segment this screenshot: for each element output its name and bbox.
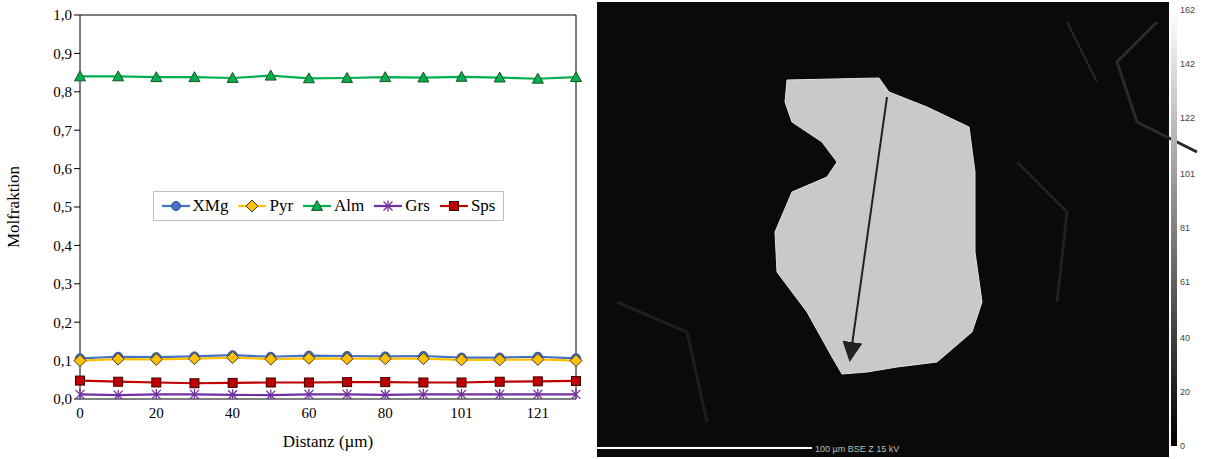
svg-text:Molfraktion: Molfraktion <box>4 165 23 248</box>
svg-text:0: 0 <box>1180 441 1185 451</box>
svg-text:40: 40 <box>225 405 240 421</box>
svg-text:0,5: 0,5 <box>53 199 72 215</box>
svg-text:40: 40 <box>1180 333 1190 343</box>
svg-text:101: 101 <box>1180 169 1195 179</box>
html-text:XMg: XMg <box>192 196 229 215</box>
svg-text:0,6: 0,6 <box>53 161 72 177</box>
svg-text:0,9: 0,9 <box>53 46 72 62</box>
svg-text:0,2: 0,2 <box>53 315 72 331</box>
svg-text:61: 61 <box>1180 277 1190 287</box>
svg-text:121: 121 <box>527 405 550 421</box>
svg-text:60: 60 <box>301 405 316 421</box>
html-text:Pyr: Pyr <box>269 196 294 215</box>
svg-text:0,7: 0,7 <box>53 123 72 139</box>
html-text:Alm: Alm <box>334 196 365 215</box>
svg-text:1,0: 1,0 <box>53 7 72 23</box>
svg-text:142: 142 <box>1180 59 1195 69</box>
svg-text:0,1: 0,1 <box>53 353 72 369</box>
svg-text:0,4: 0,4 <box>53 238 72 254</box>
html-text:Sps: Sps <box>470 196 496 215</box>
html-text:Grs: Grs <box>405 196 430 215</box>
svg-text:Distanz (µm): Distanz (µm) <box>283 432 374 451</box>
svg-text:122: 122 <box>1180 113 1195 123</box>
svg-text:81: 81 <box>1180 223 1190 233</box>
svg-text:20: 20 <box>149 405 164 421</box>
svg-text:0: 0 <box>76 405 84 421</box>
svg-text:101: 101 <box>450 405 473 421</box>
svg-text:0,3: 0,3 <box>53 276 72 292</box>
svg-text:162: 162 <box>1180 5 1195 15</box>
svg-text:0,8: 0,8 <box>53 84 72 100</box>
svg-text:20: 20 <box>1180 387 1190 397</box>
svg-text:80: 80 <box>378 405 393 421</box>
svg-text:0,0: 0,0 <box>53 391 72 407</box>
svg-text:100 µm BSE Z 15 kV: 100 µm BSE Z 15 kV <box>815 444 899 454</box>
